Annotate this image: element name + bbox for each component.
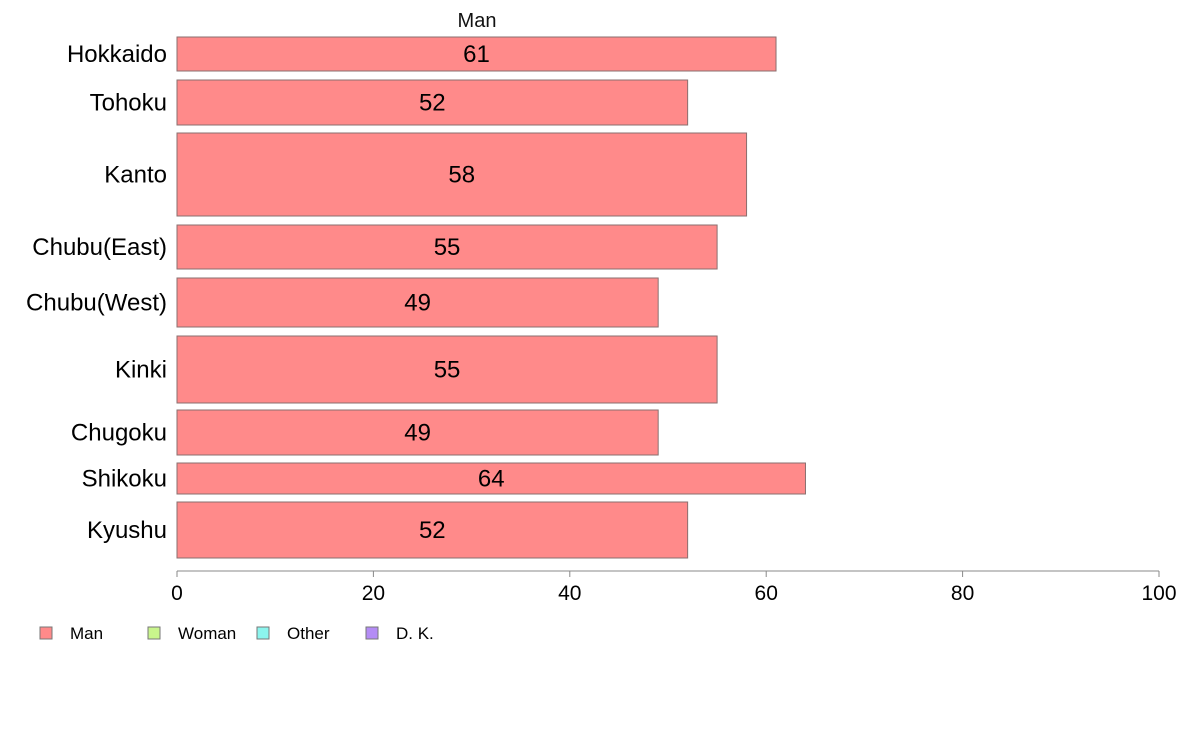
x-tick-label: 100 bbox=[1141, 582, 1176, 605]
data-label: 49 bbox=[404, 290, 431, 317]
legend-swatch bbox=[147, 626, 161, 640]
bar-hokkaido bbox=[176, 36, 777, 72]
bar-tohoku bbox=[176, 79, 689, 126]
x-tick-label: 80 bbox=[951, 582, 974, 605]
legend-swatch bbox=[256, 626, 270, 640]
bars-group: 61 Hokkaido 52 Tohoku 58 Kanto 55 Chubu(East) 49… bbox=[26, 36, 806, 559]
category-label: Kanto bbox=[104, 162, 167, 189]
bar-kinki bbox=[176, 335, 718, 404]
data-label: 52 bbox=[419, 90, 446, 117]
legend-label: Woman bbox=[178, 624, 236, 643]
data-label: 64 bbox=[478, 466, 505, 493]
bar-chugoku bbox=[176, 409, 659, 456]
x-tick-label: 40 bbox=[558, 582, 581, 605]
legend-swatch bbox=[365, 626, 379, 640]
legend: Man Woman Other D. K. bbox=[39, 624, 434, 643]
data-label: 55 bbox=[434, 234, 461, 261]
data-label: 58 bbox=[448, 162, 475, 189]
data-label: 61 bbox=[463, 41, 490, 68]
x-tick-label: 60 bbox=[755, 582, 778, 605]
bar-chubu-east- bbox=[176, 224, 718, 270]
data-label: 55 bbox=[434, 357, 461, 384]
x-tick-label: 0 bbox=[171, 582, 183, 605]
legend-label: Other bbox=[287, 624, 330, 643]
bar-kyushu bbox=[176, 501, 689, 559]
category-label: Chubu(West) bbox=[26, 290, 167, 317]
series-header: Man bbox=[458, 10, 497, 32]
data-label: 52 bbox=[419, 517, 446, 544]
category-label: Chubu(East) bbox=[32, 234, 167, 261]
x-tick-label: 20 bbox=[362, 582, 385, 605]
data-label: 49 bbox=[404, 420, 431, 447]
category-label: Shikoku bbox=[82, 466, 167, 493]
category-label: Hokkaido bbox=[67, 41, 167, 68]
bar-kanto bbox=[176, 132, 748, 217]
legend-swatch bbox=[39, 626, 53, 640]
category-label: Kyushu bbox=[87, 517, 167, 544]
legend-label: Man bbox=[70, 624, 103, 643]
bar-shikoku bbox=[176, 462, 806, 495]
x-axis: 0 20 40 60 80 100 bbox=[171, 570, 1177, 605]
category-label: Chugoku bbox=[71, 420, 167, 447]
bar-chubu-west- bbox=[176, 277, 659, 328]
category-label: Tohoku bbox=[90, 90, 167, 117]
category-label: Kinki bbox=[115, 357, 167, 384]
legend-label: D. K. bbox=[396, 624, 434, 643]
